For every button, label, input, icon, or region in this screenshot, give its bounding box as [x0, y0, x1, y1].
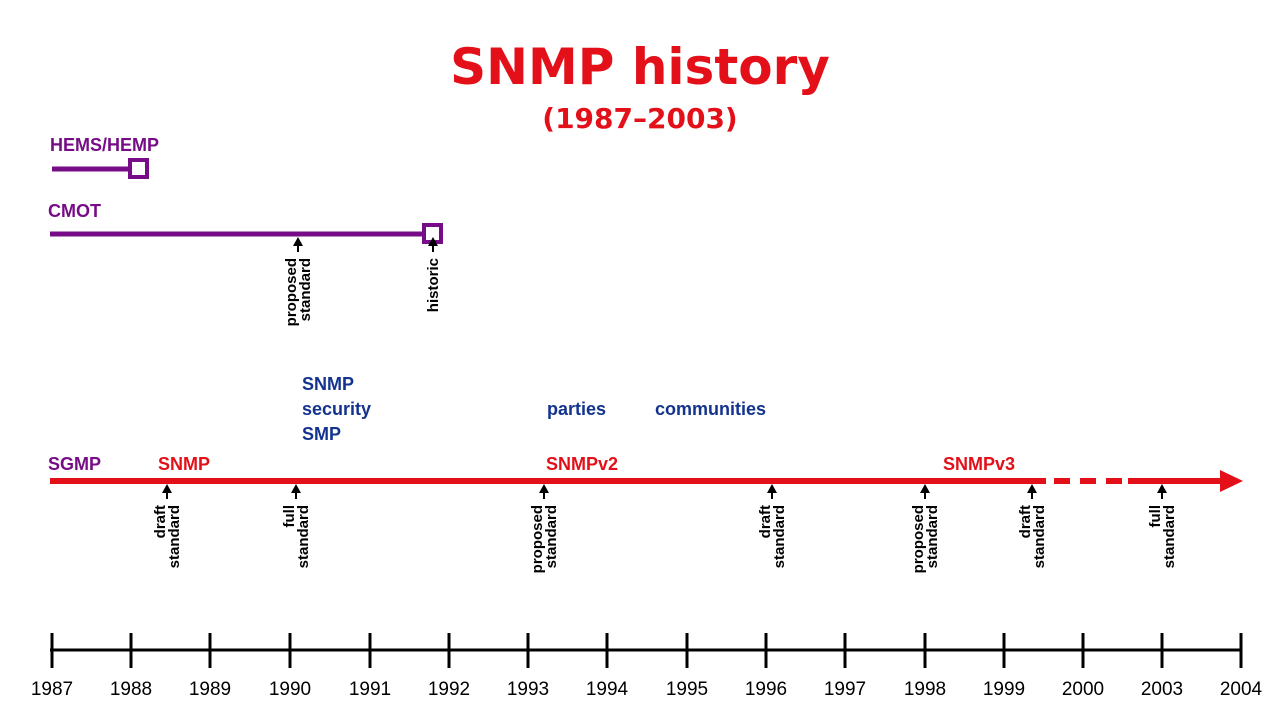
event-arrow-head: [767, 484, 777, 493]
hems-end-marker: [128, 158, 149, 179]
year-tick-label: 1988: [110, 679, 152, 700]
snmpv3-label: SNMPv3: [943, 454, 1015, 474]
diagram-subtitle: (1987–2003): [542, 102, 737, 135]
note-line: SNMP: [302, 374, 354, 394]
event-label-line: standard: [1161, 505, 1178, 568]
snmp-events: draftstandard fullstandard proposedstandar…: [152, 484, 1178, 573]
event-label-line: proposed: [910, 505, 927, 573]
event-arrow-head: [1027, 484, 1037, 493]
event-label-line: standard: [297, 258, 314, 321]
event-label-line: draft: [1017, 505, 1034, 538]
snmpv2-label: SNMPv2: [546, 454, 618, 474]
note-line: SMP: [302, 424, 341, 444]
cmot-events: proposedstandard historic: [283, 237, 442, 326]
event-arrow-head: [920, 484, 930, 493]
year-tick-label: 1993: [507, 679, 549, 700]
year-tick-label: 2000: [1062, 679, 1104, 700]
event-label-line: standard: [771, 505, 788, 568]
note-snmp-security-smp: SNMP security SMP: [302, 374, 376, 444]
year-tick-label: 1991: [349, 679, 391, 700]
year-tick-label: 1997: [824, 679, 866, 700]
event-arrow-head: [428, 237, 438, 246]
snmp-event-label: proposedstandard: [910, 505, 941, 573]
year-tick-label: 1996: [745, 679, 787, 700]
cmot-label: CMOT: [48, 201, 101, 221]
event-label-line: standard: [543, 505, 560, 568]
year-tick-label: 2003: [1141, 679, 1183, 700]
event-label-line: full: [1147, 505, 1164, 528]
snmp-event-label: fullstandard: [1147, 505, 1178, 568]
event-label-line: standard: [295, 505, 312, 568]
event-label-line: proposed: [529, 505, 546, 573]
diagram-title: SNMP history: [450, 38, 830, 96]
note-communities: communities: [655, 399, 766, 419]
year-tick-label: 1992: [428, 679, 470, 700]
year-tick-label: 1987: [31, 679, 73, 700]
year-axis: 1987 1988 1989 1990 1991 1992 1993 1994 1995 1996…: [31, 633, 1263, 700]
event-label-line: draft: [757, 505, 774, 538]
event-label-line: standard: [166, 505, 183, 568]
event-arrow-head: [539, 484, 549, 493]
snmp-event-label: draftstandard: [757, 505, 788, 568]
sgmp-label: SGMP: [48, 454, 101, 474]
note-line: security: [302, 399, 371, 419]
cmot-event-label: proposedstandard: [283, 258, 314, 326]
snmp-label: SNMP: [158, 454, 210, 474]
snmp-event-label: draftstandard: [1017, 505, 1048, 568]
snmp-line-arrowhead: [1220, 470, 1243, 492]
year-tick-label: 1999: [983, 679, 1025, 700]
event-label-line: historic: [425, 258, 442, 312]
year-tick-label: 1990: [269, 679, 311, 700]
note-parties: parties: [547, 399, 606, 419]
event-label-line: full: [281, 505, 298, 528]
hems-label: HEMS/HEMP: [50, 135, 159, 155]
event-arrow-head: [162, 484, 172, 493]
event-arrow-head: [291, 484, 301, 493]
event-label-line: draft: [152, 505, 169, 538]
snmp-event-label: proposedstandard: [529, 505, 560, 573]
event-label-line: standard: [1031, 505, 1048, 568]
event-label-line: standard: [924, 505, 941, 568]
year-tick-label: 1995: [666, 679, 708, 700]
year-tick-label: 1989: [189, 679, 231, 700]
year-tick-label: 1998: [904, 679, 946, 700]
event-label-line: proposed: [283, 258, 300, 326]
cmot-event-label: historic: [425, 258, 442, 312]
year-tick-label: 1994: [586, 679, 629, 700]
event-arrow-head: [1157, 484, 1167, 493]
year-tick-label: 2004: [1220, 679, 1263, 700]
snmp-event-label: fullstandard: [281, 505, 312, 568]
snmp-event-label: draftstandard: [152, 505, 183, 568]
event-arrow-head: [293, 237, 303, 246]
